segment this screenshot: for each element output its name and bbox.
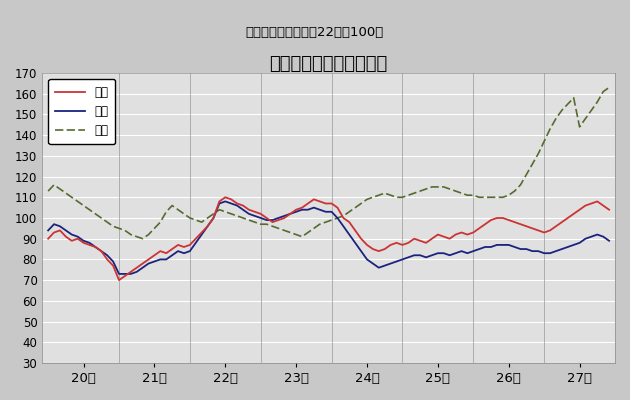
生産 bbox=[44, 236, 52, 241]
生産 bbox=[222, 195, 229, 200]
在庫 bbox=[564, 102, 571, 106]
Text: （季節調整済、平成22年＝100）: （季節調整済、平成22年＝100） bbox=[246, 26, 384, 39]
Line: 出荷: 出荷 bbox=[48, 202, 609, 274]
生産 bbox=[298, 205, 306, 210]
生産 bbox=[127, 270, 135, 274]
Title: 鳥取県鉱工業指数の推移: 鳥取県鉱工業指数の推移 bbox=[270, 55, 387, 73]
生産 bbox=[115, 278, 123, 282]
在庫 bbox=[292, 232, 300, 237]
生産 bbox=[340, 216, 347, 220]
在庫 bbox=[121, 228, 129, 233]
出荷 bbox=[44, 228, 52, 233]
出荷 bbox=[340, 224, 347, 229]
出荷 bbox=[570, 242, 578, 247]
在庫 bbox=[139, 236, 146, 241]
在庫 bbox=[352, 205, 359, 210]
在庫 bbox=[334, 216, 341, 220]
出荷 bbox=[115, 272, 123, 276]
生産 bbox=[210, 216, 217, 220]
在庫 bbox=[605, 85, 613, 90]
出荷 bbox=[357, 249, 365, 254]
出荷 bbox=[298, 207, 306, 212]
生産 bbox=[357, 236, 365, 241]
出荷 bbox=[127, 272, 135, 276]
出荷 bbox=[605, 238, 613, 243]
在庫 bbox=[44, 189, 52, 194]
出荷 bbox=[222, 199, 229, 204]
出荷 bbox=[210, 216, 217, 220]
Legend: 生産, 出荷, 在庫: 生産, 出荷, 在庫 bbox=[48, 79, 115, 144]
Line: 在庫: 在庫 bbox=[48, 88, 609, 239]
Line: 生産: 生産 bbox=[48, 197, 609, 280]
在庫 bbox=[210, 212, 217, 216]
生産 bbox=[605, 207, 613, 212]
生産 bbox=[570, 212, 578, 216]
